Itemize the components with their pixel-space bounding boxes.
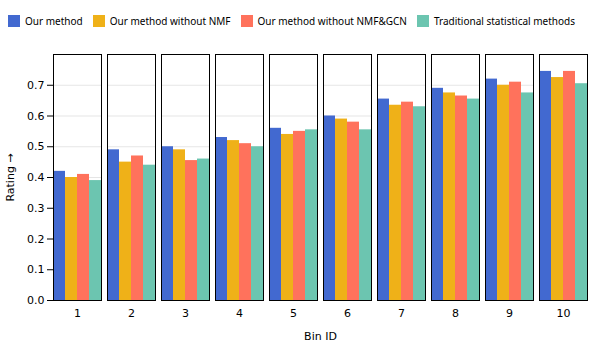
svg-text:0.6: 0.6 — [27, 110, 45, 123]
svg-text:10: 10 — [557, 307, 571, 320]
svg-text:4: 4 — [236, 307, 243, 320]
html-text:Our method without NMF: Our method without NMF — [109, 13, 231, 28]
svg-text:5: 5 — [290, 307, 297, 320]
svg-text:0.3: 0.3 — [27, 202, 45, 215]
svg-text:0.0: 0.0 — [27, 294, 45, 307]
svg-text:8: 8 — [452, 307, 459, 320]
svg-text:0.2: 0.2 — [27, 233, 45, 246]
svg-text:9: 9 — [506, 307, 513, 320]
html-text:Traditional statistical method: Traditional statistical methods — [433, 13, 575, 28]
svg-text:6: 6 — [344, 307, 351, 320]
svg-text:1: 1 — [74, 307, 81, 320]
svg-text:Rating →: Rating → — [4, 153, 17, 201]
svg-text:0.7: 0.7 — [27, 79, 45, 92]
svg-text:0.1: 0.1 — [27, 263, 45, 276]
svg-text:7: 7 — [398, 307, 405, 320]
svg-text:Bin ID: Bin ID — [304, 330, 337, 343]
svg-text:0.5: 0.5 — [27, 140, 45, 153]
html-text:Our method: Our method — [25, 13, 83, 28]
svg-text:2: 2 — [128, 307, 135, 320]
svg-text:0.4: 0.4 — [27, 171, 45, 184]
svg-text:3: 3 — [182, 307, 189, 320]
html-text:Our method without NMF&GCN: Our method without NMF&GCN — [257, 13, 407, 28]
